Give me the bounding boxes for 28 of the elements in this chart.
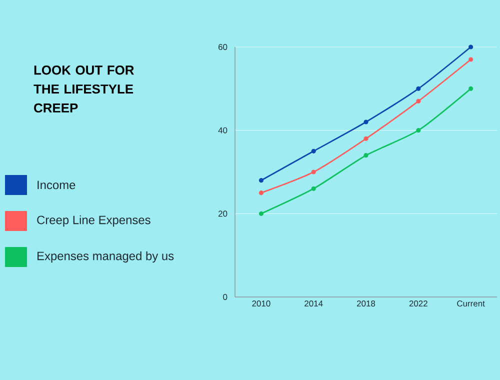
x-tick-label: Current	[457, 300, 485, 307]
point	[311, 170, 316, 174]
legend-label: Expenses managed by us	[38, 251, 174, 263]
point	[364, 136, 368, 141]
y-tick-label: 40	[218, 127, 228, 134]
legend-label: Income	[38, 180, 76, 190]
point	[311, 186, 316, 191]
point	[258, 178, 264, 183]
point	[468, 44, 474, 50]
x-tick-label: 2022	[409, 300, 428, 307]
y-tick-label: 0	[223, 294, 228, 300]
x-tick-label: 2010	[252, 300, 270, 307]
point	[416, 98, 421, 104]
point	[416, 86, 421, 91]
legend-label: Creep Line Expenses	[37, 215, 150, 227]
text: LOOK OUT FOR THE LIFESTYLE CREEP	[34, 66, 134, 113]
point	[311, 148, 316, 154]
x-tick-label: 2018	[357, 300, 376, 307]
point	[468, 86, 474, 91]
point	[364, 120, 368, 124]
point	[258, 211, 264, 216]
y-tick-label: 60	[218, 44, 228, 50]
point	[416, 128, 421, 133]
point	[258, 190, 264, 196]
x-tick-label: 2014	[304, 300, 323, 307]
point	[364, 153, 368, 158]
point	[468, 57, 474, 62]
y-tick-label: 20	[218, 210, 228, 217]
